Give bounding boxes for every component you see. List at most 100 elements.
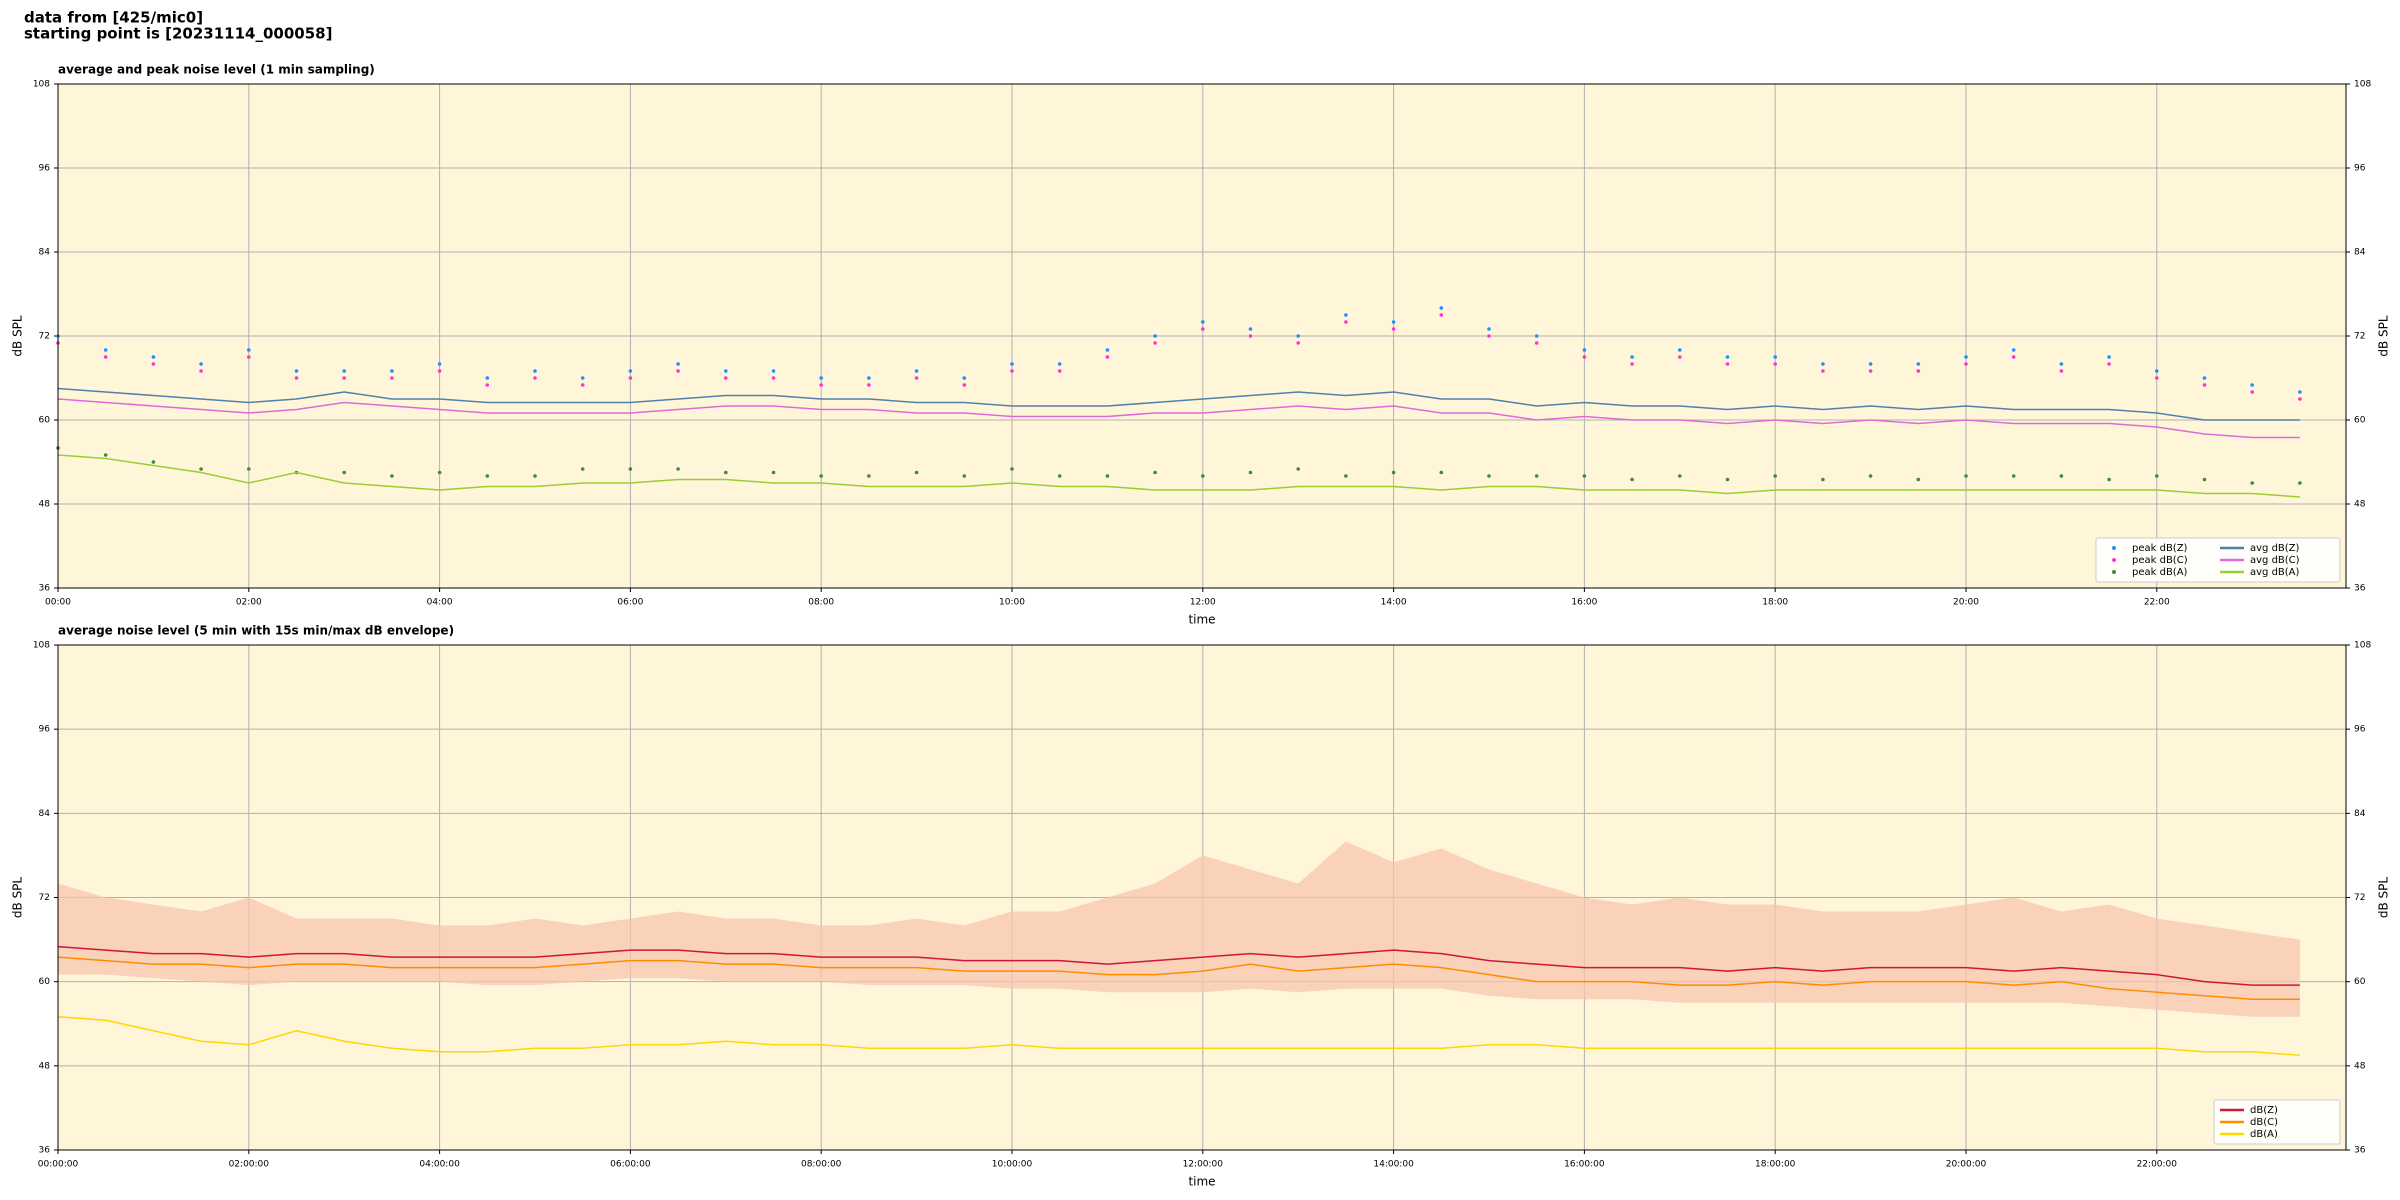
peak-point: [1344, 474, 1348, 478]
peak-point: [628, 369, 633, 373]
x-tick-label: 08:00:00: [801, 1160, 842, 1170]
x-tick-label: 10:00:00: [992, 1160, 1033, 1170]
legend-marker: [2112, 570, 2116, 574]
peak-point: [1725, 477, 1730, 482]
peak-point: [1821, 362, 1825, 366]
peak-point: [2059, 369, 2064, 373]
x-tick-label: 02:00:00: [229, 1160, 270, 1170]
peak-point: [1582, 355, 1587, 359]
peak-point: [485, 376, 490, 380]
peak-point: [1105, 474, 1110, 478]
peak-point: [103, 355, 108, 359]
peak-point: [1916, 369, 1921, 373]
y-tick-label: 72: [39, 893, 50, 903]
peak-point: [1439, 313, 1444, 317]
peak-point: [2154, 474, 2159, 478]
peak-point: [533, 376, 537, 380]
peak-point: [1391, 320, 1396, 324]
legend: peak dB(Z)peak dB(C)peak dB(A)avg dB(Z)a…: [2095, 537, 2341, 583]
x-tick-label: 22:00:00: [2137, 1160, 2178, 1170]
peak-point: [2250, 390, 2254, 394]
peak-point: [2107, 355, 2111, 359]
legend-label: dB(A): [2250, 1129, 2278, 1140]
peak-point: [1630, 477, 1634, 482]
peak-point: [1010, 369, 1014, 373]
x-tick-label: 06:00:00: [610, 1160, 651, 1170]
peak-point: [1487, 334, 1491, 338]
x-tick-label: 14:00:00: [1373, 1160, 1414, 1170]
x-tick-label: 20:00: [1953, 598, 1979, 608]
peak-point: [1105, 348, 1110, 352]
peak-point: [342, 369, 346, 373]
peak-point: [533, 369, 537, 373]
x-tick-label: 20:00:00: [1946, 1160, 1987, 1170]
peak-point: [914, 376, 919, 380]
peak-point: [1868, 369, 1873, 373]
peak-point: [390, 376, 394, 380]
legend-label: dB(C): [2250, 1117, 2278, 1128]
x-tick-label: 00:00:00: [38, 1160, 79, 1170]
y-tick-label: 48: [39, 500, 51, 510]
y-tick-label: 84: [39, 809, 51, 819]
peak-point: [1153, 470, 1157, 475]
peak-point: [723, 470, 728, 475]
y-axis-label: dB SPL: [2377, 877, 2391, 919]
peak-point: [2059, 362, 2064, 366]
peak-point: [1200, 320, 1205, 324]
y-tick-label: 36: [2354, 584, 2366, 594]
peak-point: [1964, 474, 1968, 478]
x-tick-label: 16:00:00: [1564, 1160, 1605, 1170]
peak-point: [533, 474, 537, 478]
peak-point: [1773, 362, 1777, 366]
peak-point: [2298, 397, 2302, 401]
peak-point: [962, 474, 967, 478]
y-tick-label: 48: [39, 1061, 51, 1071]
header-line: data from [425/mic0]: [24, 9, 203, 27]
x-tick-label: 18:00:00: [1755, 1160, 1796, 1170]
peak-point: [1200, 474, 1205, 478]
y-tick-label: 84: [2354, 248, 2366, 258]
peak-point: [1057, 362, 1062, 366]
peak-point: [2202, 477, 2207, 482]
legend-label: peak dB(A): [2132, 567, 2188, 578]
plot-frame: [57, 644, 2347, 1151]
peak-point: [1677, 348, 1682, 352]
peak-point: [2107, 362, 2111, 366]
legend: dB(Z)dB(C)dB(A): [2213, 1099, 2341, 1145]
peak-point: [1105, 355, 1110, 359]
peak-point: [1010, 362, 1014, 366]
x-tick-label: 02:00: [236, 598, 262, 608]
chart-title: average noise level (5 min with 15s min/…: [58, 624, 454, 638]
peak-point: [103, 348, 108, 352]
peak-point: [628, 376, 633, 380]
y-tick-label: 84: [39, 248, 51, 258]
series-line: [57, 387, 2300, 421]
peak-point: [771, 470, 776, 475]
peak-point: [1248, 334, 1253, 338]
peak-point: [723, 376, 728, 380]
series-line: [57, 956, 2300, 1000]
y-tick-label: 96: [2354, 725, 2366, 735]
peak-point: [1868, 474, 1873, 478]
peak-point: [294, 369, 299, 373]
peak-point: [1153, 341, 1157, 345]
peak-point: [1344, 320, 1348, 324]
peak-point: [1487, 474, 1491, 478]
peak-point: [437, 470, 442, 475]
peak-point: [1057, 369, 1062, 373]
peak-point: [199, 362, 203, 366]
x-axis-label: time: [1188, 613, 1215, 627]
peak-point: [1582, 474, 1587, 478]
y-tick-label: 108: [2354, 80, 2371, 90]
peak-point: [580, 376, 585, 380]
peak-point: [199, 369, 203, 373]
peak-point: [819, 383, 823, 387]
peak-point: [1057, 474, 1062, 478]
peak-point: [962, 383, 967, 387]
peak-point: [723, 369, 728, 373]
y-tick-label: 96: [39, 725, 51, 735]
peak-point: [771, 376, 776, 380]
